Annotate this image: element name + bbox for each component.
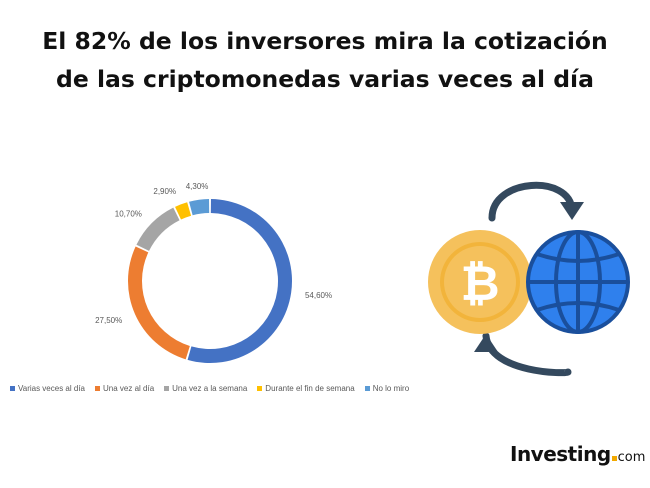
legend-swatch [257,386,263,391]
donut-data-label: 27,50% [95,316,122,325]
headline-line-1: El 82% de los inversores mira la cotizac… [42,27,608,55]
arrow-head-bottom [474,334,498,352]
donut-chart: 54,60% 27,50% 10,70% 2,90% 4,30% [95,182,332,363]
legend-swatch [10,386,15,391]
legend-label: Una vez a la semana [172,384,248,393]
headline-line-2: de las criptomonedas varias veces al día [56,65,594,93]
bitcoin-coin-icon: ₿ [428,230,532,334]
donut-data-label: 2,90% [153,187,176,196]
legend-label: No lo miro [372,384,410,393]
donut-slice [189,199,210,216]
investing-logo: Investing com [510,442,645,466]
donut-slice [127,246,190,360]
legend-label: Durante el fin de semana [265,384,355,393]
chart-legend: Varias veces al día Una vez al día Una vez… [10,384,409,393]
legend-item: Durante el fin de semana [257,384,355,393]
donut-data-label: 10,70% [115,209,142,218]
brand-suffix: com [617,450,646,465]
donut-data-labels: 54,60% 27,50% 10,70% 2,90% 4,30% [95,182,332,325]
donut-data-label: 54,60% [305,291,332,300]
brand-name: Investing [510,442,611,466]
crypto-exchange-illustration: ₿ [428,181,630,377]
donut-slice [136,207,180,251]
donut-slice [175,202,192,220]
globe-icon [526,230,630,334]
donut-slice [187,199,292,363]
legend-swatch [364,386,370,391]
arrow-head-top [560,202,584,220]
legend-item: Una vez al día [95,384,154,393]
legend-item: No lo miro [364,384,410,393]
donut-data-label: 4,30% [186,182,209,191]
headline: El 82% de los inversores mira la cotizac… [0,22,650,98]
legend-swatch [95,386,100,391]
legend-swatch [164,386,170,391]
legend-item: Una vez a la semana [164,384,247,393]
legend-item: Varias veces al día [10,384,85,393]
svg-text:₿: ₿ [460,256,499,312]
brand-dot [611,456,617,461]
donut-slices [127,199,292,363]
legend-label: Una vez al día [103,384,155,393]
legend-label: Varias veces al día [18,384,85,393]
